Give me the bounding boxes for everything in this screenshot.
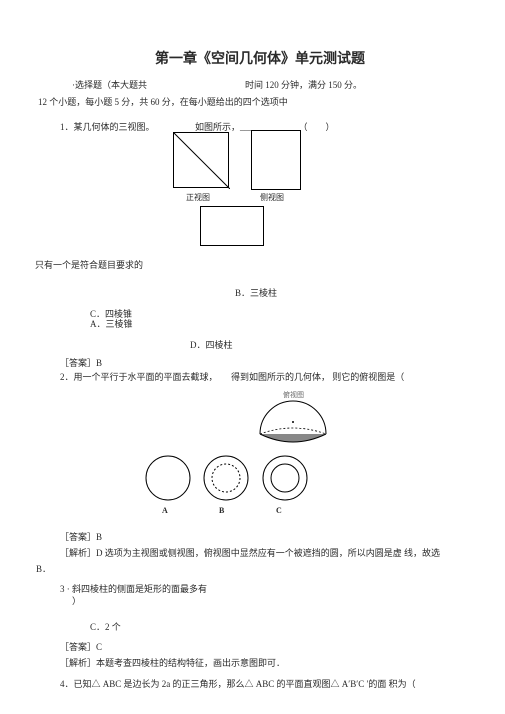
circle-label-a: A (162, 506, 168, 515)
figure-front-side (173, 132, 301, 190)
question-3: 3 · 斜四棱柱的侧面是矩形的面最多有 (60, 582, 207, 595)
front-view-box (173, 132, 229, 188)
question-3-paren: ） (72, 594, 81, 607)
question-2: 2．用一个平行于水平面的平面去截球， 得到如图所示的几何体， 则它的俯视图是（ (60, 370, 490, 383)
analysis-2: ［解析］D 选项为主视图或侧视图，俯视图中显然应有一个被遮挡的圆，所以内圆是虚 … (60, 546, 490, 559)
answer-2: ［答案］B (60, 530, 102, 543)
section-head: ·选择题（本大题共 (72, 78, 147, 91)
option-b-circle (202, 454, 250, 502)
question-4: 4．已知△ ABC 是边长为 2a 的正三角形，那么△ ABC 的平面直观图△ … (60, 677, 490, 690)
time-info: 时间 120 分钟，满分 150 分。 (245, 78, 362, 91)
option-a-circle (144, 454, 192, 502)
triangle-icon (174, 133, 230, 189)
circle-label-c: C (276, 506, 282, 515)
circle-label-b: B (219, 506, 224, 515)
option-d1: D．四棱柱 (190, 338, 233, 351)
side-view-label: 侧视图 (260, 192, 284, 203)
only-one-text: 只有一个是符合题目要求的 (35, 258, 143, 271)
front-view-label: 正视图 (186, 192, 210, 203)
side-view-box (251, 130, 301, 190)
option-c-circle (261, 454, 309, 502)
answer-1: ［答案］B (60, 356, 102, 369)
option-a1: A．三棱锥 (90, 317, 133, 330)
answer-3: ［答案］C (60, 640, 102, 653)
hemisphere-figure (258, 398, 328, 452)
option-circles-row (140, 454, 313, 504)
option-b1: B．三棱柱 (235, 286, 277, 299)
analysis-2-tail: B． (36, 562, 51, 575)
option-c2: C．2 个 (90, 620, 121, 633)
top-view-box (200, 206, 264, 246)
analysis-3: ［解析］本题考查四棱柱的结构特征，画出示意图即可． (60, 656, 285, 669)
sub-line: 12 个小题，每小题 5 分，共 60 分，在每小题给出的四个选项中 (38, 95, 288, 108)
page-title: 第一章《空间几何体》单元测试题 (155, 48, 365, 68)
q1-head: 1．某几何体的三视图。 (60, 120, 155, 133)
